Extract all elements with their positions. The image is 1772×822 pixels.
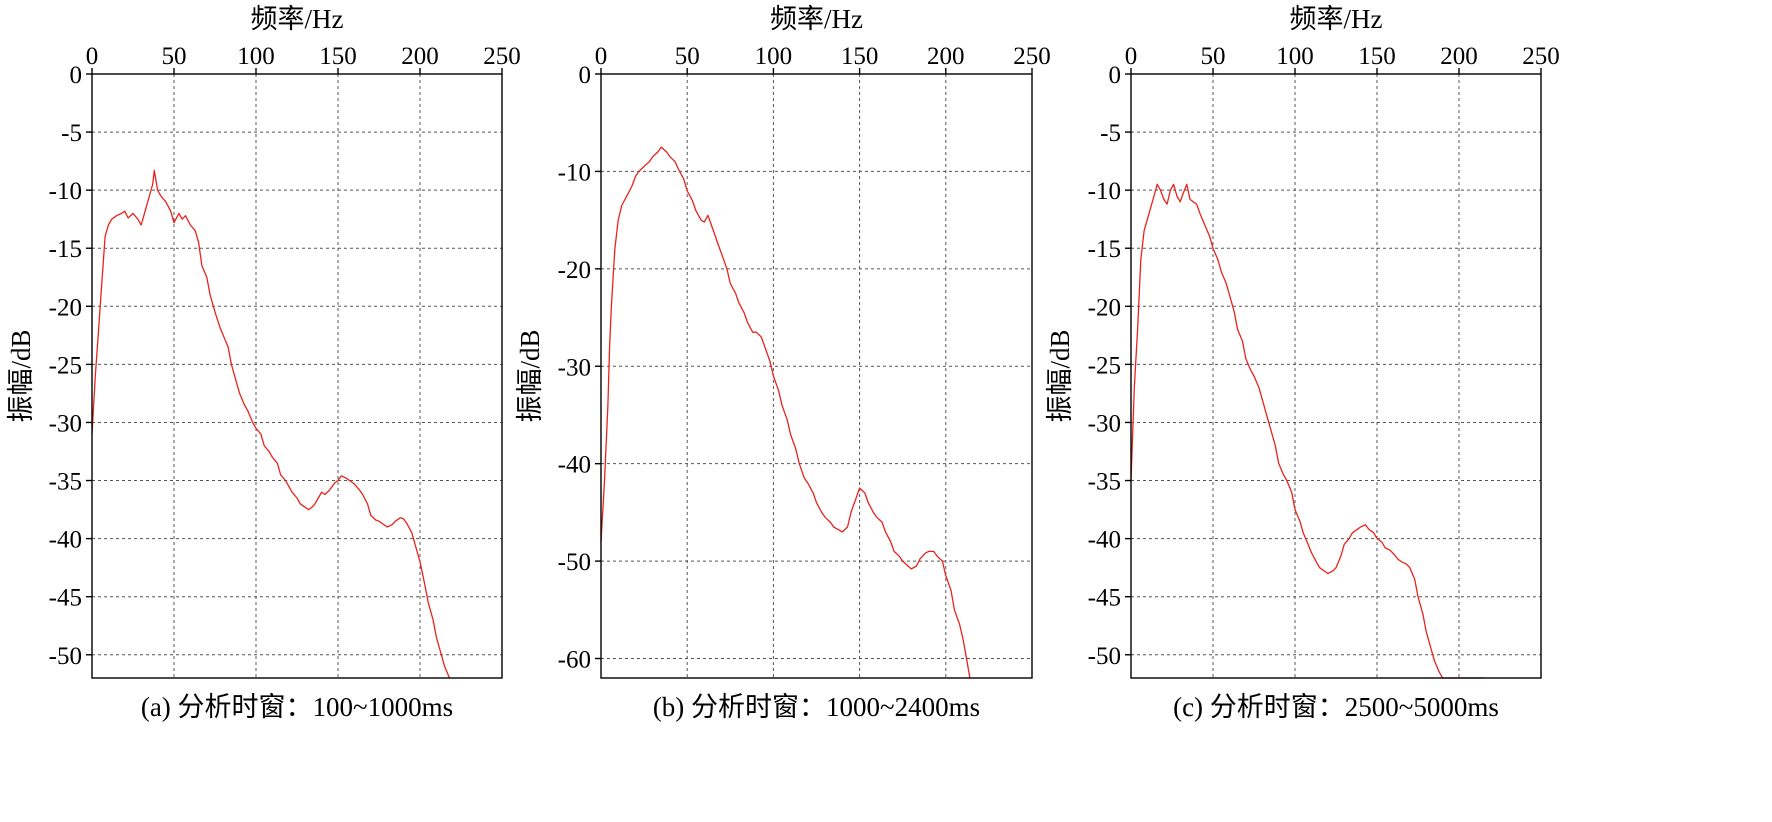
panel-c-y-tick-label: -45 [1088,585,1121,612]
panel-c-xlabel: 频率/Hz [1290,4,1383,34]
panel-a-y-tick-label: -45 [49,585,82,612]
panel-b-x-tick-label: 50 [675,43,700,70]
panel-a-grid [92,74,502,678]
panel-a-ylabel: 振幅/dB [6,329,36,422]
panel-b-series-line [600,146,971,679]
panel-b-grid [601,74,1032,678]
panel-c-y-tick-label: -30 [1088,410,1121,437]
panel-b-xlabel: 频率/Hz [770,4,863,34]
panel-b-x-tick-label: 0 [595,43,608,70]
panel-a-y-ticks: 0 -5 -10 -15 -20 -25 -30 -35 -40 -45 -50 [49,62,92,670]
panel-a-y-tick-label: -50 [49,643,82,670]
panel-c-x-tick-label: 200 [1440,43,1478,70]
panel-a-xlabel: 频率/Hz [251,4,344,34]
panel-a-x-tick-label: 250 [483,43,521,70]
panel-a-x-tick-label: 100 [237,43,275,70]
panel-a-frame [91,73,503,679]
panel-a: 0 50 100 150 200 250 0 -5 -10 -15 -20 -25 -30 -35 -40… [6,4,521,722]
panel-a-x-tick-label: 200 [401,43,439,70]
panel-b-frame [600,73,1033,679]
panel-c-x-tick-label: 150 [1358,43,1396,70]
panel-c-x-tick-label: 50 [1201,43,1226,70]
panel-b-y-ticks: 0 -10 -20 -30 -40 -50 -60 [558,62,601,674]
panel-c-y-tick-label: -20 [1088,294,1121,321]
panel-c-y-tick-label: -10 [1088,178,1121,205]
panel-c-grid [1131,74,1541,678]
panel-b-y-tick-label: -40 [558,452,591,479]
panel-c: 0 50 100 150 200 250 0 -5 -10 -15 -20 -25 -30 -35 -40… [1045,4,1560,722]
panel-b-x-tick-label: 200 [927,43,965,70]
panel-a-x-tick-label: 50 [162,43,187,70]
panel-b-y-tick-label: -50 [558,549,591,576]
panel-c-caption: (c) 分析时窗：2500~5000ms [1173,692,1499,722]
panel-a-x-tick-label: 0 [86,43,99,70]
panel-c-x-tick-label: 0 [1125,43,1138,70]
panel-a-y-tick-label: -40 [49,527,82,554]
panel-c-x-tick-label: 250 [1522,43,1560,70]
panel-a-caption: (a) 分析时窗：100~1000ms [141,692,453,722]
panel-b-x-ticks: 0 50 100 150 200 250 [595,43,1051,74]
panel-a-x-ticks: 0 50 100 150 200 250 [86,43,521,74]
panel-a-x-tick-label: 150 [319,43,357,70]
panel-a-y-tick-label: -35 [49,469,82,496]
panel-a-y-tick-label: -10 [49,178,82,205]
panel-c-y-tick-label: -50 [1088,643,1121,670]
panel-a-y-tick-label: 0 [70,62,83,89]
panel-c-y-ticks: 0 -5 -10 -15 -20 -25 -30 -35 -40 -45 -50 [1088,62,1131,670]
panel-b-y-tick-label: -30 [558,354,591,381]
panel-c-x-tick-label: 100 [1276,43,1314,70]
panel-b-x-tick-label: 150 [841,43,879,70]
panel-a-y-tick-label: -20 [49,294,82,321]
panel-b-x-tick-label: 250 [1013,43,1051,70]
panel-c-y-tick-label: -35 [1088,469,1121,496]
panel-b-y-tick-label: -60 [558,647,591,674]
panel-b: 0 50 100 150 200 250 0 -10 -20 -30 -40 -50 -60 频率/H… [515,4,1051,722]
panel-b-ylabel: 振幅/dB [515,329,545,422]
panel-a-y-tick-label: -5 [61,120,82,147]
panel-a-y-tick-label: -25 [49,352,82,379]
panel-c-y-tick-label: -25 [1088,352,1121,379]
panel-a-y-tick-label: -30 [49,410,82,437]
panel-c-y-tick-label: -5 [1100,120,1121,147]
panel-b-y-tick-label: -20 [558,257,591,284]
panel-c-y-tick-label: -15 [1088,236,1121,263]
panel-a-y-tick-label: -15 [49,236,82,263]
panel-c-frame [1130,73,1542,679]
panel-c-ylabel: 振幅/dB [1045,329,1075,422]
panel-b-y-tick-label: 0 [579,62,592,89]
panel-b-x-tick-label: 100 [755,43,793,70]
panel-b-caption: (b) 分析时窗：1000~2400ms [653,692,980,722]
panel-b-y-tick-label: -10 [558,159,591,186]
panel-c-y-tick-label: -40 [1088,527,1121,554]
panel-a-series-line [91,169,451,679]
panel-c-series-line [1130,183,1484,679]
panel-c-x-ticks: 0 50 100 150 200 250 [1125,43,1560,74]
panel-c-y-tick-label: 0 [1109,62,1122,89]
